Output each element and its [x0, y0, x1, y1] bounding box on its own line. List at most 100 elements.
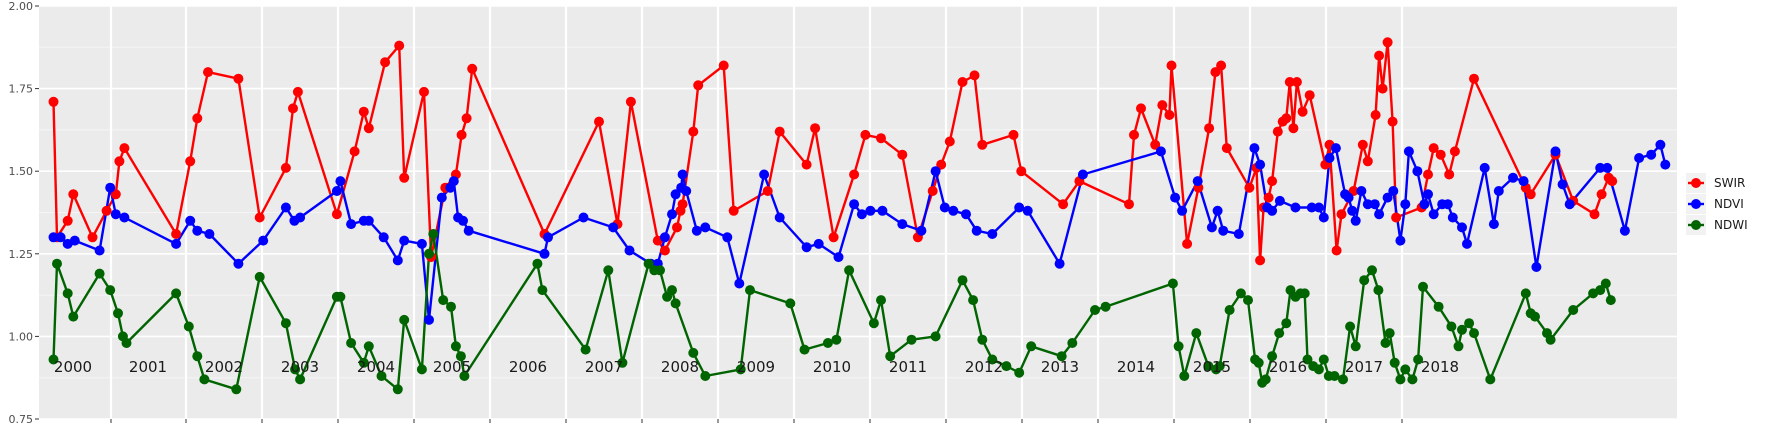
data-point-swir	[728, 205, 739, 216]
data-point-ndvi	[1655, 139, 1666, 150]
data-point-ndvi	[1022, 205, 1033, 216]
y-tick-label: 2.00	[9, 0, 34, 13]
data-point-swir	[1058, 199, 1069, 210]
data-point-ndwi	[537, 285, 548, 296]
data-point-ndwi	[876, 295, 886, 306]
data-point-ndwi	[399, 314, 410, 325]
data-point-ndvi	[1318, 212, 1329, 223]
data-point-ndvi	[1619, 225, 1630, 236]
data-point-swir	[1267, 176, 1278, 187]
data-point-ndvi	[916, 225, 927, 236]
data-point-ndvi	[346, 219, 357, 230]
data-point-ndwi	[1389, 357, 1400, 368]
data-point-ndwi	[424, 248, 434, 259]
data-point-ndvi	[930, 166, 941, 177]
data-point-swir	[1291, 77, 1302, 87]
data-point-swir	[1136, 103, 1146, 114]
data-point-ndwi	[1299, 288, 1310, 299]
data-point-ndwi	[62, 288, 73, 299]
data-point-ndwi	[1090, 305, 1100, 315]
data-point-ndwi	[1267, 351, 1278, 362]
data-point-ndvi	[539, 248, 550, 259]
data-point-ndwi	[700, 371, 711, 381]
data-point-swir	[1255, 255, 1266, 266]
y-tick-label: 1.00	[9, 330, 34, 343]
data-point-swir	[254, 212, 265, 223]
data-point-swir	[718, 60, 729, 71]
data-point-ndwi	[1453, 341, 1464, 352]
data-point-ndvi	[69, 235, 80, 246]
data-point-swir	[1449, 146, 1460, 157]
data-point-ndvi	[1442, 199, 1453, 210]
data-point-ndvi	[1274, 195, 1285, 206]
data-point-swir	[87, 232, 98, 243]
data-point-ndvi	[1313, 202, 1324, 213]
data-point-ndvi	[670, 189, 681, 200]
data-point-ndwi	[376, 371, 387, 381]
data-point-swir	[1244, 182, 1255, 193]
data-point-ndvi	[463, 225, 474, 236]
data-point-ndvi	[55, 232, 66, 243]
data-point-ndvi	[331, 186, 342, 196]
data-point-ndwi	[885, 351, 896, 362]
data-point-ndwi	[688, 347, 699, 358]
data-point-swir	[936, 159, 947, 170]
data-point-ndvi	[1493, 186, 1504, 196]
data-point-ndvi	[608, 222, 619, 233]
data-point-ndvi	[1343, 192, 1354, 203]
data-point-ndvi	[416, 238, 427, 249]
data-point-ndwi	[1302, 354, 1313, 365]
data-point-swir	[810, 123, 821, 134]
data-point-ndvi	[204, 229, 215, 239]
data-point-ndwi	[199, 374, 210, 385]
data-point-ndvi	[1170, 192, 1181, 203]
data-point-swir	[331, 209, 342, 220]
data-point-ndwi	[735, 364, 746, 375]
data-point-swir	[419, 86, 429, 97]
data-point-ndwi	[1260, 374, 1271, 385]
data-point-ndwi	[1191, 328, 1202, 339]
year-label: 2001	[129, 358, 167, 376]
data-point-ndwi	[183, 321, 194, 332]
data-point-ndwi	[868, 318, 879, 329]
data-point-ndwi	[1318, 354, 1329, 365]
data-point-ndvi	[667, 209, 677, 220]
data-point-swir	[1607, 176, 1618, 187]
data-point-ndvi	[877, 205, 888, 216]
data-point-swir	[192, 113, 203, 124]
data-point-swir	[957, 77, 968, 87]
data-point-swir	[119, 143, 130, 154]
year-label: 2010	[813, 358, 851, 376]
data-point-ndwi	[94, 268, 105, 279]
data-point-swir	[1444, 169, 1455, 180]
data-point-swir	[292, 86, 303, 97]
data-point-swir	[860, 129, 871, 140]
data-point-swir	[62, 215, 73, 226]
data-point-ndvi	[1347, 205, 1358, 216]
data-point-ndvi	[1177, 205, 1188, 216]
data-point-ndvi	[849, 199, 860, 210]
data-point-ndvi	[1255, 159, 1266, 170]
data-point-ndwi	[655, 265, 665, 276]
data-point-ndvi	[833, 252, 844, 263]
data-point-ndvi	[1212, 205, 1223, 216]
data-point-ndvi	[1330, 143, 1341, 154]
data-point-ndwi	[1469, 328, 1479, 339]
data-point-ndvi	[897, 219, 908, 230]
data-point-ndwi	[1329, 371, 1340, 381]
year-label: 2005	[433, 358, 471, 376]
data-point-ndvi	[1479, 162, 1490, 173]
data-point-ndwi	[617, 357, 628, 368]
data-point-ndwi	[428, 229, 439, 239]
series-line-swir	[52, 41, 1614, 262]
data-point-swir	[1263, 192, 1274, 203]
data-point-ndvi	[363, 215, 374, 226]
data-point-ndwi	[906, 334, 917, 345]
data-point-ndwi	[1281, 318, 1292, 329]
data-point-swir	[1370, 110, 1381, 120]
data-point-ndvi	[801, 242, 812, 253]
data-point-swir	[280, 162, 291, 173]
data-point-ndwi	[1173, 341, 1184, 352]
data-point-ndvi	[1660, 159, 1671, 170]
